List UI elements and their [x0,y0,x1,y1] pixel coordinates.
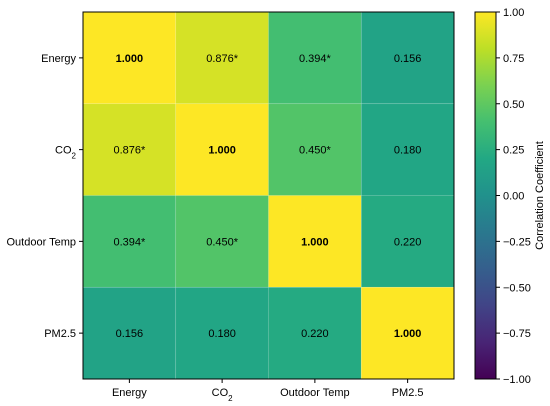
colorbar-tick-label: 0.50 [503,99,524,111]
x-tick-label: Outdoor Temp [280,387,350,399]
cell-value-label: 0.220 [301,328,329,340]
y-axis: Energy CO2 Outdoor Temp PM2.5 [6,53,83,340]
colorbar-tick-label: −1.00 [503,374,531,386]
colorbar-tick-label: 0.75 [503,53,524,65]
colorbar-tick-label: 0.25 [503,145,524,157]
heatmap-cell [82,11,177,105]
heatmap-cell [175,195,269,288]
colorbar-tick-label: −0.50 [503,282,531,294]
cell-value-label: 0.394* [113,236,146,248]
plot-frame [82,11,455,380]
colorbar-ticks: 1.00 0.75 0.50 0.25 0.00 −0.25 −0.50 −0.75 −1.00 [496,7,531,386]
y-tick-label: Outdoor Temp [6,236,76,248]
heatmap-cell [268,103,362,196]
cell-value-label: 1.000 [301,236,329,248]
cell-value-label: 0.394* [299,53,332,65]
heatmap-cell [175,103,269,196]
cell-value-label: 0.450* [206,236,239,248]
heatmap-cell [175,286,269,380]
colorbar: 1.00 0.75 0.50 0.25 0.00 −0.25 −0.50 −0.75 −1.00… [474,7,546,386]
heatmap-cell [360,195,455,288]
heatmap-cell [360,11,455,105]
cell-value-label: 0.450* [299,145,332,157]
colorbar-tick-label: −0.75 [503,328,531,340]
heatmap-cell [175,11,269,105]
colorbar-gradient [475,12,496,379]
colorbar-label: Correlation Coefficient [534,141,546,250]
cell-value-label: 1.000 [394,328,422,340]
y-tick-label: CO2 [55,145,77,161]
x-axis: Energy CO2 Outdoor Temp PM2.5 [112,379,424,403]
heatmap-cell [82,286,177,380]
heatmap-cell [268,286,362,380]
cell-value-label: 0.220 [394,236,422,248]
cell-value-label: 0.180 [394,145,422,157]
x-tick-label: Energy [112,387,147,399]
y-tick-label: Energy [41,53,76,65]
colorbar-tick-label: 1.00 [503,7,524,19]
colorbar-tick-label: −0.25 [503,236,531,248]
heatmap-cell-labels: 1.000 0.876* 0.394* 0.156 0.876* 1.000 0.450* 0… [113,53,421,340]
cell-value-label: 0.156 [116,328,144,340]
cell-value-label: 1.000 [116,53,144,65]
x-tick-label: PM2.5 [392,387,424,399]
heatmap-cell [82,103,177,196]
heatmap-cell [360,286,455,380]
cell-value-label: 0.156 [394,53,422,65]
cell-value-label: 0.876* [113,145,146,157]
y-tick-label: PM2.5 [44,328,76,340]
heatmap-cell [360,103,455,196]
colorbar-tick-label: 0.00 [503,191,524,203]
cell-value-label: 0.180 [208,328,236,340]
heatmap-cells [82,11,455,380]
cell-value-label: 1.000 [208,145,236,157]
x-tick-label: CO2 [212,387,234,403]
cell-value-label: 0.876* [206,53,239,65]
